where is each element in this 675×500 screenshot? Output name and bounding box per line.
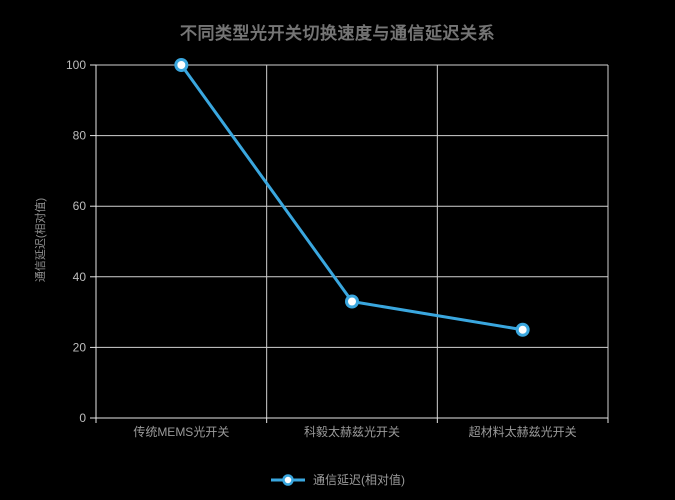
x-category-label: 超材料太赫兹光开关 [469, 424, 577, 439]
y-tick-label: 80 [73, 129, 87, 143]
y-tick-label: 40 [73, 270, 87, 284]
data-point[interactable] [174, 58, 189, 72]
legend-marker-icon [271, 474, 305, 486]
x-category-label: 传统MEMS光开关 [133, 424, 229, 439]
data-point[interactable] [515, 322, 530, 337]
legend-label: 通信延迟(相对值) [313, 473, 405, 487]
y-tick-label: 20 [73, 340, 87, 354]
y-tick-label: 100 [66, 58, 86, 72]
data-point[interactable] [345, 294, 359, 309]
y-tick-label: 60 [73, 199, 87, 213]
legend-item[interactable]: 通信延迟(相对值) [0, 469, 675, 491]
legend-circle-icon [282, 474, 294, 486]
x-category-label: 科毅太赫兹光开关 [304, 424, 400, 439]
line-series [179, 63, 525, 332]
y-tick-label: 0 [79, 411, 86, 425]
chart-title: 不同类型光开关切换速度与通信延迟关系 [180, 24, 495, 43]
